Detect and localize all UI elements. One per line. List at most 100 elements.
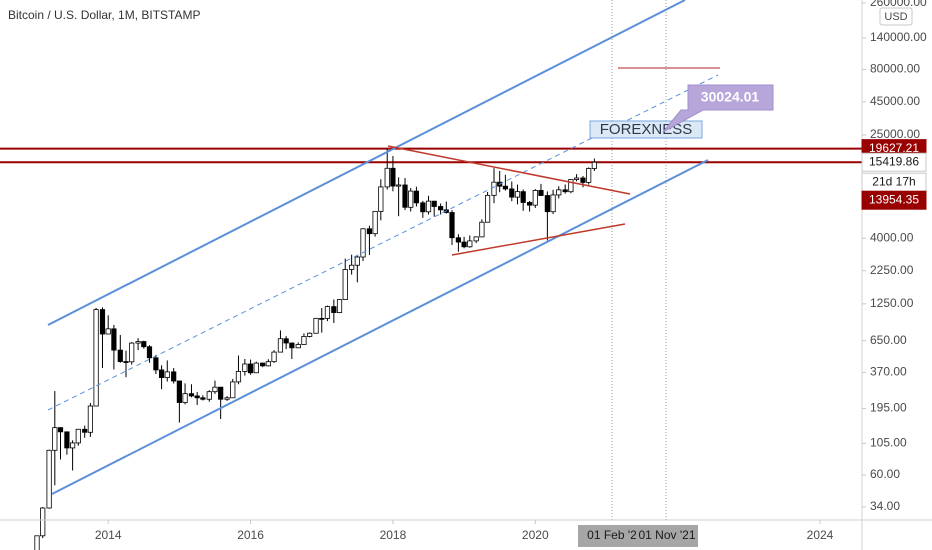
candle-body [538, 190, 544, 196]
candle-body [562, 189, 568, 193]
y-tick-label: 195.00 [870, 401, 907, 415]
candle-body [265, 361, 271, 367]
candle-body [313, 317, 319, 334]
candle-body [378, 186, 384, 212]
candle-body [117, 349, 123, 362]
low-label: 13954.35 [869, 192, 919, 206]
candle-body [141, 341, 147, 348]
channel-upper [47, 0, 686, 326]
candle-body [366, 228, 373, 235]
candle-body [57, 427, 64, 433]
candle-body [176, 380, 182, 403]
candle-body [200, 397, 206, 400]
candle-body [455, 237, 462, 243]
candle-body [289, 342, 295, 349]
candle-body [283, 338, 289, 344]
candle-body [342, 269, 348, 300]
candle-body [384, 167, 390, 188]
candle-body [182, 393, 188, 403]
candle-body [586, 168, 592, 183]
callout [662, 84, 774, 133]
candle-body [271, 351, 277, 363]
chart-title: Bitcoin / U.S. Dollar, 1M, BITSTAMP [8, 8, 201, 22]
y-tick-label: 2250.00 [870, 263, 914, 277]
candle-body [413, 190, 420, 204]
candle-body [224, 397, 230, 400]
time-marker-box [578, 525, 646, 547]
y-tick-label: 34.00 [870, 499, 900, 513]
candle-body [336, 299, 343, 313]
candle-body [390, 167, 396, 187]
y-tick-label: 105.00 [870, 436, 907, 450]
candle-body [354, 256, 360, 266]
candle-body [526, 202, 533, 206]
candle-body [425, 200, 432, 213]
candle-body [502, 185, 508, 190]
callout-value: 30024.01 [701, 89, 760, 105]
candle-body [64, 431, 70, 449]
candle-body [573, 177, 580, 180]
y-tick-label: 25000.00 [870, 127, 920, 141]
candle-body [188, 393, 195, 397]
candle-body [295, 344, 301, 349]
candle-body [75, 428, 81, 444]
candle-body [396, 184, 402, 187]
candle-body [467, 240, 473, 248]
x-tick-label: 2014 [95, 528, 122, 542]
candle-body [129, 342, 135, 363]
candle-body [277, 338, 284, 353]
candle-body [402, 184, 408, 208]
candle-body [556, 189, 562, 196]
candle-body [230, 381, 236, 399]
x-tick-label: 2020 [522, 528, 549, 542]
time-marker-label: 01 Nov '21 [639, 528, 696, 542]
candle-body [514, 191, 521, 198]
candle-body [431, 200, 437, 207]
candle-body [568, 179, 574, 193]
candle-body [491, 181, 497, 196]
candle-body [105, 328, 111, 335]
drawings: FOREXNESS 30024.01 [47, 0, 774, 495]
candle-body [218, 386, 224, 400]
low-label-box [861, 190, 927, 210]
candle-body [253, 362, 259, 374]
candle-body [360, 228, 366, 258]
candle-body [532, 190, 538, 206]
candle-body [509, 188, 515, 198]
candle-body [301, 336, 307, 345]
y-tick-label: 650.00 [870, 333, 907, 347]
candle-body [479, 221, 485, 238]
candle-body [158, 369, 165, 378]
candle-body [206, 391, 212, 400]
triangle-lower [451, 223, 626, 256]
y-tick-label: 1250.00 [870, 296, 914, 310]
candle-body [40, 507, 46, 537]
countdown: 21d 17h [872, 174, 915, 188]
candle-body [420, 202, 426, 213]
candle-body [82, 428, 88, 433]
y-tick-label: 80000.00 [870, 62, 920, 76]
candle-body [87, 405, 93, 433]
candle-body [591, 161, 597, 169]
candle-body [544, 195, 550, 213]
candle-body [349, 264, 355, 270]
y-tick-label: 45000.00 [870, 94, 920, 108]
channel-lower [51, 159, 709, 495]
candle-body [324, 306, 331, 319]
candle-body [438, 206, 444, 211]
y-tick-label: 260000.00 [870, 0, 927, 9]
candle-body [153, 357, 159, 371]
candles [34, 148, 597, 550]
level-label: 19627.21 [869, 141, 919, 155]
level-label: 15419.86 [869, 154, 919, 168]
y-tick-label: 4000.00 [870, 230, 914, 244]
currency: USD [884, 11, 907, 23]
axes: 260000.00 140000.00 80000.00 45000.00 25000.… [95, 0, 927, 542]
x-tick-label: 2016 [237, 528, 264, 542]
levels [0, 147, 862, 164]
candle-body [461, 241, 467, 248]
x-tick-label: 2018 [380, 528, 407, 542]
candle-body [580, 177, 586, 183]
